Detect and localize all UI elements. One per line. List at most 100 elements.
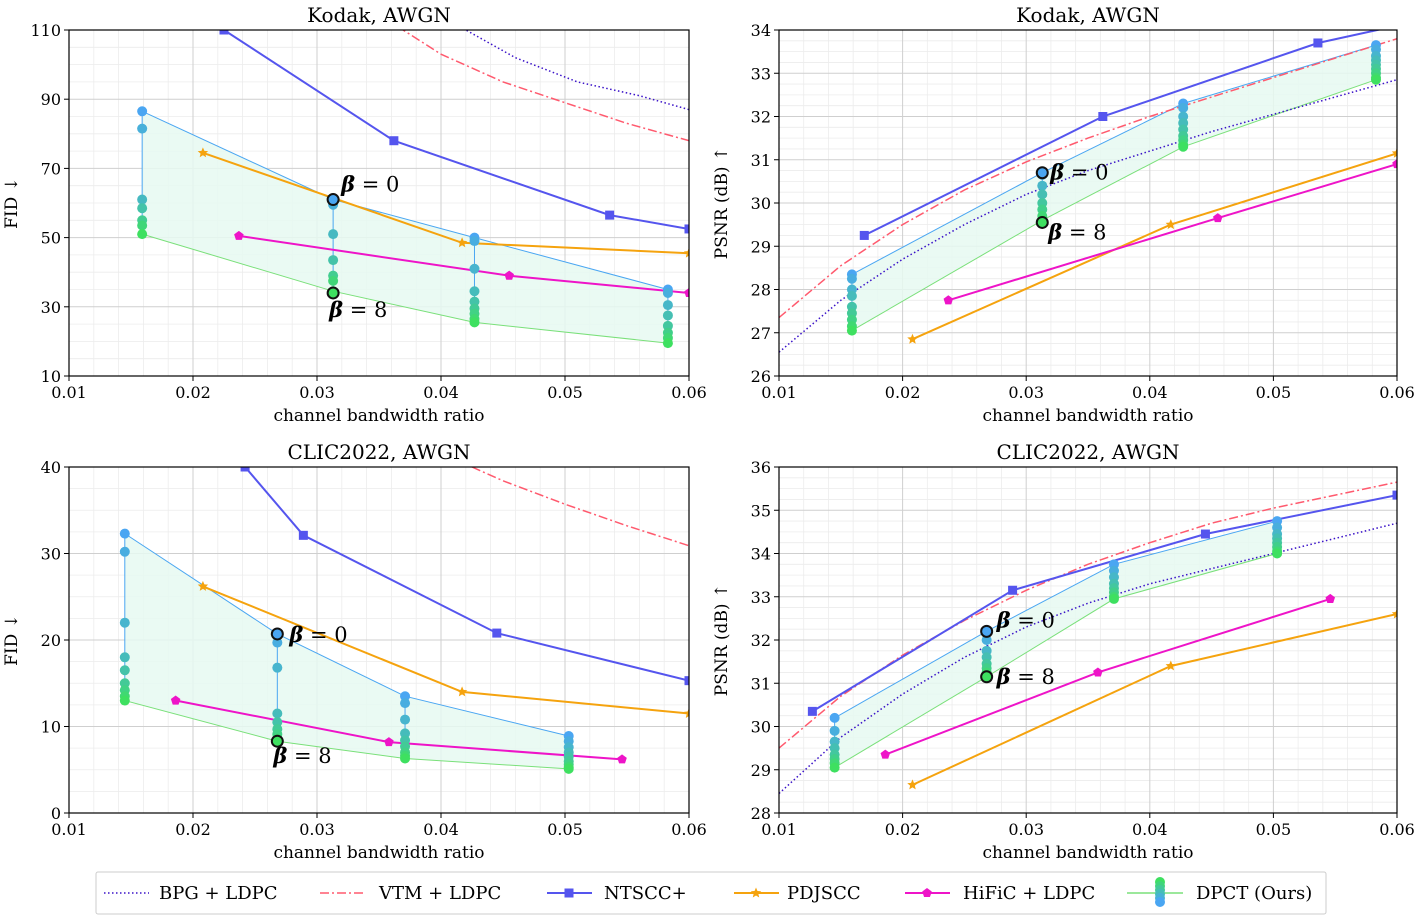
dpct-point	[1108, 593, 1119, 604]
legend-frame	[95, 871, 1327, 915]
dpct-point	[469, 296, 480, 307]
legend-label: VTM + LDPC	[378, 883, 501, 904]
y-tick-label: 34	[751, 21, 771, 40]
y-axis-label: FID ↓	[2, 177, 22, 229]
dpct-top-line	[141, 110, 669, 290]
dpct-point	[662, 310, 673, 321]
legend-swatch-dot	[1155, 897, 1165, 907]
dpct-point	[829, 712, 840, 723]
legend-item-ntscc: NTSCC+	[547, 883, 687, 904]
series-vtm-line	[401, 30, 689, 142]
dpct-region	[851, 45, 1376, 331]
x-axis-label: channel bandwidth ratio	[982, 843, 1193, 863]
dpct-point	[400, 691, 411, 702]
y-tick-label: 28	[751, 804, 771, 823]
dpct-point	[119, 695, 130, 706]
dpct-point	[981, 635, 992, 645]
y-tick-label: 50	[41, 229, 61, 248]
y-tick-label: 28	[751, 281, 771, 300]
series-bpg-line	[779, 78, 1397, 353]
series-ntscc-point	[389, 136, 399, 146]
series-hific-point	[384, 737, 394, 747]
x-tick-label: 0.05	[547, 383, 583, 402]
dpct-top-line	[851, 44, 1377, 275]
series-ntscc-point	[605, 210, 615, 220]
beta-point	[1035, 215, 1049, 229]
y-tick-label: 26	[751, 367, 771, 386]
panel-title: Kodak, AWGN	[307, 3, 451, 27]
legend-item-dpct: DPCT (Ours)	[1127, 877, 1312, 907]
x-tick-label: 0.06	[1379, 820, 1415, 839]
y-axis-label: PSNR (dB) ↑	[712, 584, 732, 696]
dpct-point	[846, 325, 857, 336]
series-ntscc-point	[859, 230, 869, 240]
y-tick-label: 33	[751, 588, 771, 607]
series-ntscc-point	[298, 530, 308, 540]
dpct-point	[119, 652, 130, 663]
panel-title: CLIC2022, AWGN	[287, 440, 470, 464]
dpct-point	[400, 728, 411, 739]
y-tick-label: 30	[751, 194, 771, 213]
y-tick-label: 27	[751, 324, 771, 343]
dpct-region	[834, 521, 1278, 768]
dpct-top-line	[834, 520, 1278, 719]
beta-annotation: β = 0	[1049, 160, 1108, 185]
y-tick-label: 110	[30, 21, 61, 40]
series-hific-point	[1325, 593, 1336, 603]
dpct-point	[662, 338, 673, 349]
dpct-bottom-line	[142, 233, 668, 344]
x-tick-label: 0.01	[761, 383, 797, 402]
series-pdjscc-point	[683, 708, 689, 718]
dpct-point	[469, 236, 480, 247]
beta-point	[270, 627, 284, 641]
dpct-point	[469, 263, 480, 274]
beta-annotation: β = 8	[996, 664, 1055, 689]
series-ntscc-point	[1008, 585, 1018, 595]
dpct-point	[829, 725, 840, 736]
x-tick-label: 0.04	[1132, 383, 1168, 402]
dpct-point	[662, 287, 673, 298]
x-tick-label: 0.03	[299, 383, 335, 402]
x-tick-label: 0.01	[51, 820, 87, 839]
series-vtm-line	[779, 481, 1397, 749]
dpct-point	[328, 255, 339, 266]
y-tick-label: 10	[41, 367, 61, 386]
series-ntscc-point	[219, 30, 229, 35]
y-tick-label: 90	[41, 90, 61, 109]
legend-label: BPG + LDPC	[159, 883, 278, 904]
series-pdjscc-point	[1391, 147, 1397, 158]
x-tick-label: 0.05	[1256, 820, 1292, 839]
dpct-region	[142, 111, 668, 344]
dpct-point	[328, 275, 339, 286]
dpct-point	[272, 662, 283, 673]
y-tick-label: 20	[41, 631, 61, 650]
y-tick-label: 29	[751, 761, 771, 780]
series-hific-point	[943, 295, 954, 305]
dpct-point	[137, 123, 148, 134]
x-tick-label: 0.06	[671, 383, 707, 402]
beta-point	[326, 286, 340, 300]
y-tick-label: 34	[751, 545, 771, 564]
legend-item-vtm: VTM + LDPC	[320, 883, 501, 904]
y-tick-label: 35	[751, 501, 771, 520]
series-pdjscc-point	[907, 779, 918, 790]
dpct-point	[272, 708, 283, 719]
series-hific-point	[1213, 213, 1223, 223]
series-ntscc-point	[684, 676, 689, 686]
legend-item-hific: HiFiC + LDPC	[905, 883, 1095, 904]
y-tick-label: 0	[51, 804, 61, 823]
dpct-point	[1037, 189, 1048, 200]
legend: BPG + LDPC VTM + LDPC NTSCC+ PDJSCC HiFiC + …	[95, 871, 1327, 915]
legend-label: DPCT (Ours)	[1196, 883, 1312, 904]
panel-clic-psnr: β = 0 β = 8 0.01 0.02 0.03 0.04 0.05 0.06 28 29 30…	[712, 440, 1415, 863]
legend-swatch-marker	[922, 888, 932, 898]
dpct-point	[662, 320, 673, 331]
y-tick-label: 36	[751, 458, 771, 477]
series-ntscc-line	[223, 30, 689, 230]
series-pdjscc-point	[456, 237, 468, 248]
dpct-point	[137, 229, 148, 240]
series-ntscc-point	[1313, 38, 1323, 48]
dpct-point	[119, 678, 130, 689]
dpct-point	[137, 203, 148, 214]
